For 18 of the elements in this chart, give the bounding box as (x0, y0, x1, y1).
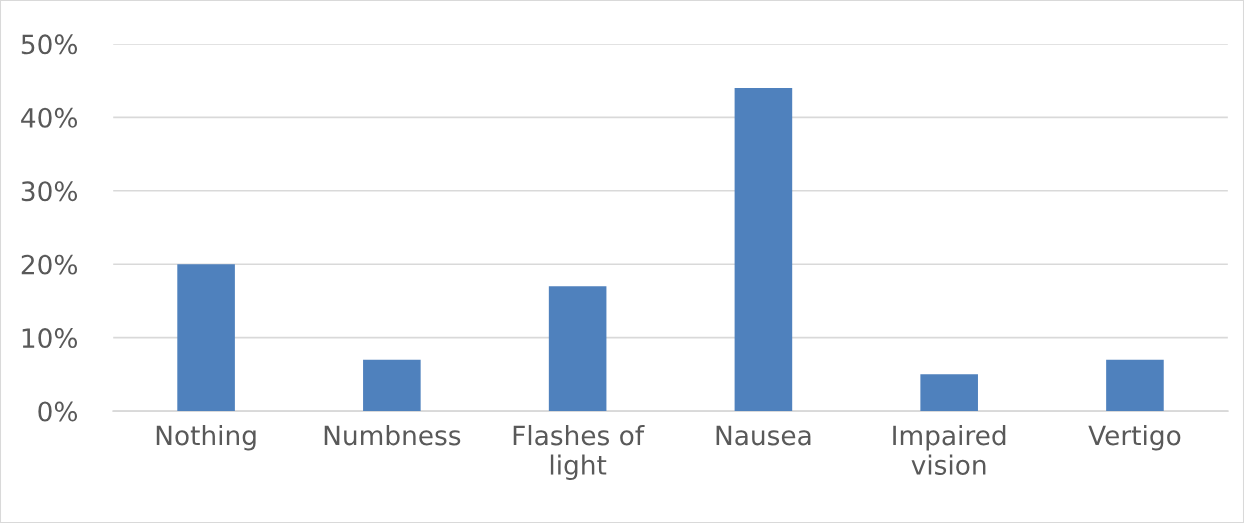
x-tick-label: Numbness (324, 424, 461, 446)
x-tick-label: Nausea (716, 425, 811, 446)
bar (734, 87, 793, 412)
x-tick-label: Impaired vision (893, 424, 1006, 475)
x-tick-label: Flashes of light (513, 424, 645, 481)
bar (177, 264, 235, 412)
y-tick-label: 20% (21, 254, 78, 275)
x-tick-label: Nothing (156, 424, 256, 451)
y-tick-label: 0% (38, 401, 78, 422)
bar (1106, 359, 1164, 412)
y-tick-label: 50% (21, 34, 78, 55)
bar (548, 286, 607, 412)
bar (363, 359, 421, 412)
y-tick-label: 30% (21, 181, 78, 202)
y-tick-label: 40% (21, 107, 78, 128)
x-tick-label: Vertigo (1088, 424, 1181, 451)
bar (920, 374, 978, 412)
y-tick-label: 10% (22, 328, 78, 349)
